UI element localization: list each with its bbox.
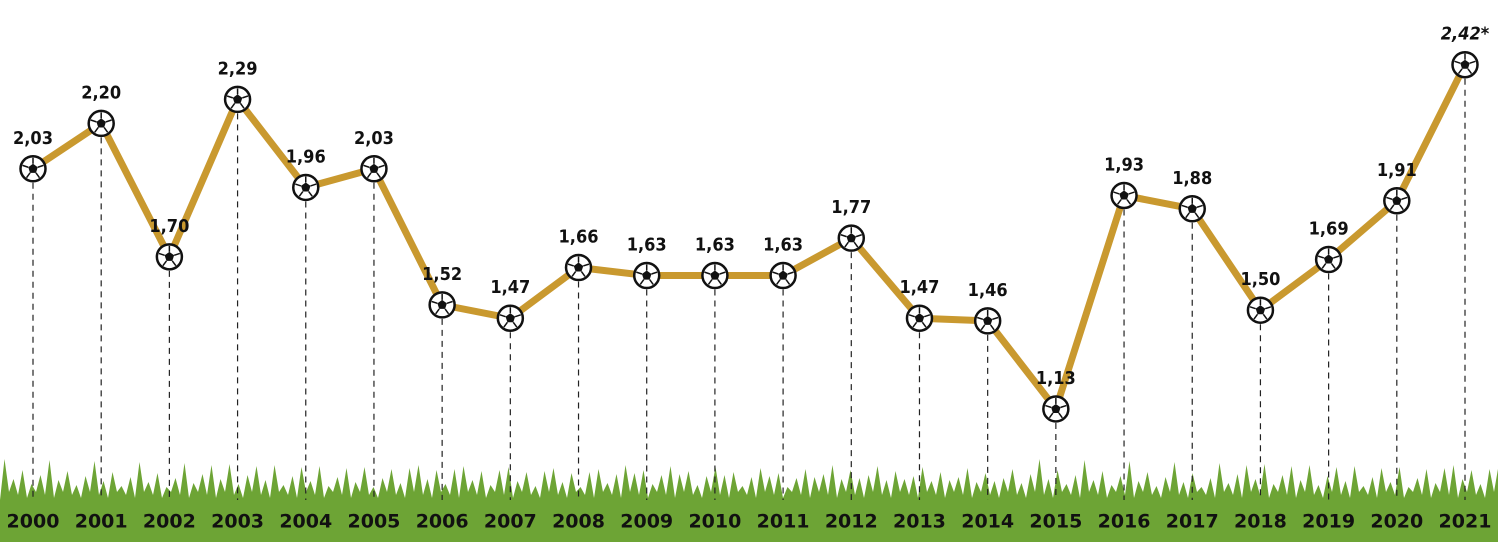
ball-marker — [89, 111, 114, 136]
ball-marker — [566, 255, 591, 280]
value-label: 1,63 — [627, 235, 667, 256]
ball-marker — [361, 156, 386, 181]
x-tick-label: 2013 — [893, 511, 946, 533]
value-label: 1,69 — [1309, 219, 1349, 240]
ball-marker — [21, 156, 46, 181]
ball-marker — [839, 226, 864, 251]
x-tick-label: 2010 — [688, 511, 741, 533]
value-label: 2,03 — [354, 128, 394, 149]
x-tick-label: 2017 — [1166, 511, 1219, 533]
x-tick-label: 2015 — [1029, 511, 1082, 533]
x-tick-label: 2004 — [279, 511, 332, 533]
ball-marker — [1180, 196, 1205, 221]
x-tick-label: 2005 — [348, 511, 401, 533]
value-label: 1,50 — [1240, 269, 1280, 290]
ball-marker — [1248, 298, 1273, 323]
x-tick-label: 2009 — [620, 511, 673, 533]
value-label: 1,52 — [422, 264, 462, 285]
ball-marker — [975, 308, 1000, 333]
value-label: 1,66 — [559, 227, 599, 248]
x-tick-label: 2003 — [211, 511, 264, 533]
value-label: 1,13 — [1036, 368, 1076, 389]
value-label: 1,77 — [831, 197, 871, 218]
ball-marker — [771, 263, 796, 288]
value-label: 1,91 — [1377, 160, 1417, 181]
ball-marker — [1384, 188, 1409, 213]
x-tick-label: 2011 — [757, 511, 810, 533]
ball-marker — [702, 263, 727, 288]
value-label: 1,46 — [968, 280, 1008, 301]
chart: 2000 2001 2002 2003 2004 2005 2006 2007 2008 2009… — [0, 0, 1498, 542]
x-tick-label: 2012 — [825, 511, 878, 533]
ball-marker — [293, 175, 318, 200]
x-tick-label: 2021 — [1439, 511, 1492, 533]
x-tick-label: 2019 — [1302, 511, 1355, 533]
value-label: 2,03 — [13, 128, 53, 149]
ball-marker — [498, 306, 523, 331]
value-label: 1,47 — [490, 277, 530, 298]
value-label: 1,88 — [1172, 168, 1212, 189]
x-tick-label: 2008 — [552, 511, 605, 533]
value-label: 1,47 — [899, 277, 939, 298]
series-line — [33, 65, 1465, 409]
ball-marker — [634, 263, 659, 288]
value-label: 2,29 — [218, 58, 258, 79]
ball-marker — [1043, 396, 1068, 421]
value-label: 1,96 — [286, 146, 326, 167]
x-tick-label: 2002 — [143, 511, 196, 533]
plot-area: 2000 2001 2002 2003 2004 2005 2006 2007 2008 2009… — [7, 24, 1492, 533]
ball-marker — [907, 306, 932, 331]
x-tick-label: 2014 — [961, 511, 1014, 533]
x-tick-label: 2020 — [1370, 511, 1423, 533]
x-tick-label: 2001 — [75, 511, 128, 533]
x-tick-label: 2007 — [484, 511, 537, 533]
ball-marker — [225, 87, 250, 112]
ball-marker — [157, 244, 182, 269]
value-label: 2,42* — [1441, 24, 1490, 45]
value-label: 1,93 — [1104, 154, 1144, 175]
ball-marker — [1453, 52, 1478, 77]
x-tick-label: 2018 — [1234, 511, 1287, 533]
ball-marker — [1316, 247, 1341, 272]
ball-marker — [1112, 183, 1137, 208]
x-tick-label: 2000 — [7, 511, 60, 533]
value-label: 1,63 — [763, 235, 803, 256]
value-label: 1,63 — [695, 235, 735, 256]
x-tick-label: 2016 — [1098, 511, 1151, 533]
value-label: 2,20 — [81, 82, 121, 103]
value-label: 1,70 — [149, 216, 189, 237]
ball-marker — [430, 292, 455, 317]
x-tick-label: 2006 — [416, 511, 469, 533]
